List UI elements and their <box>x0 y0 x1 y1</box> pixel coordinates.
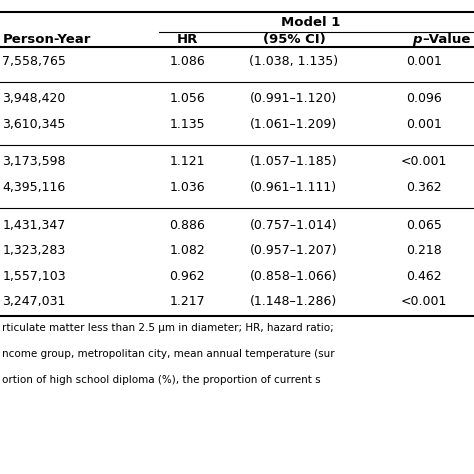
Text: Model 1: Model 1 <box>281 16 340 29</box>
Text: 1.121: 1.121 <box>170 155 205 168</box>
Text: 1,557,103: 1,557,103 <box>2 270 66 283</box>
Text: ncome group, metropolitan city, mean annual temperature (sur: ncome group, metropolitan city, mean ann… <box>2 349 335 359</box>
Text: 0.001: 0.001 <box>406 118 442 131</box>
Text: 1.036: 1.036 <box>169 181 205 194</box>
Text: p: p <box>412 33 422 46</box>
Text: 0.096: 0.096 <box>406 92 442 105</box>
Text: (0.961–1.111): (0.961–1.111) <box>250 181 337 194</box>
Text: (0.757–1.014): (0.757–1.014) <box>250 219 337 231</box>
Text: 0.065: 0.065 <box>406 219 442 231</box>
Text: –Value: –Value <box>422 33 470 46</box>
Text: (0.991–1.120): (0.991–1.120) <box>250 92 337 105</box>
Text: Person-Year: Person-Year <box>2 33 91 46</box>
Text: 1,323,283: 1,323,283 <box>2 244 65 257</box>
Text: HR: HR <box>176 33 198 46</box>
Text: (1.061–1.209): (1.061–1.209) <box>250 118 337 131</box>
Text: 1.217: 1.217 <box>169 295 205 308</box>
Text: (0.858–1.066): (0.858–1.066) <box>250 270 337 283</box>
Text: 1.056: 1.056 <box>169 92 205 105</box>
Text: 4,395,116: 4,395,116 <box>2 181 65 194</box>
Text: <0.001: <0.001 <box>401 155 447 168</box>
Text: (1.057–1.185): (1.057–1.185) <box>250 155 337 168</box>
Text: 3,173,598: 3,173,598 <box>2 155 66 168</box>
Text: (1.038, 1.135): (1.038, 1.135) <box>249 55 338 68</box>
Text: rticulate matter less than 2.5 μm in diameter; HR, hazard ratio;: rticulate matter less than 2.5 μm in dia… <box>2 323 334 333</box>
Text: 0.001: 0.001 <box>406 55 442 68</box>
Text: 1.082: 1.082 <box>169 244 205 257</box>
Text: <0.001: <0.001 <box>401 295 447 308</box>
Text: 0.362: 0.362 <box>406 181 442 194</box>
Text: ortion of high school diploma (%), the proportion of current s: ortion of high school diploma (%), the p… <box>2 375 321 385</box>
Text: (0.957–1.207): (0.957–1.207) <box>250 244 337 257</box>
Text: (95% CI): (95% CI) <box>263 33 325 46</box>
Text: 3,948,420: 3,948,420 <box>2 92 66 105</box>
Text: 1.086: 1.086 <box>169 55 205 68</box>
Text: 3,247,031: 3,247,031 <box>2 295 66 308</box>
Text: 0.462: 0.462 <box>406 270 442 283</box>
Text: 3,610,345: 3,610,345 <box>2 118 66 131</box>
Text: (1.148–1.286): (1.148–1.286) <box>250 295 337 308</box>
Text: 7,558,765: 7,558,765 <box>2 55 66 68</box>
Text: 0.962: 0.962 <box>169 270 205 283</box>
Text: 0.886: 0.886 <box>169 219 205 231</box>
Text: 1.135: 1.135 <box>169 118 205 131</box>
Text: 1,431,347: 1,431,347 <box>2 219 65 231</box>
Text: 0.218: 0.218 <box>406 244 442 257</box>
